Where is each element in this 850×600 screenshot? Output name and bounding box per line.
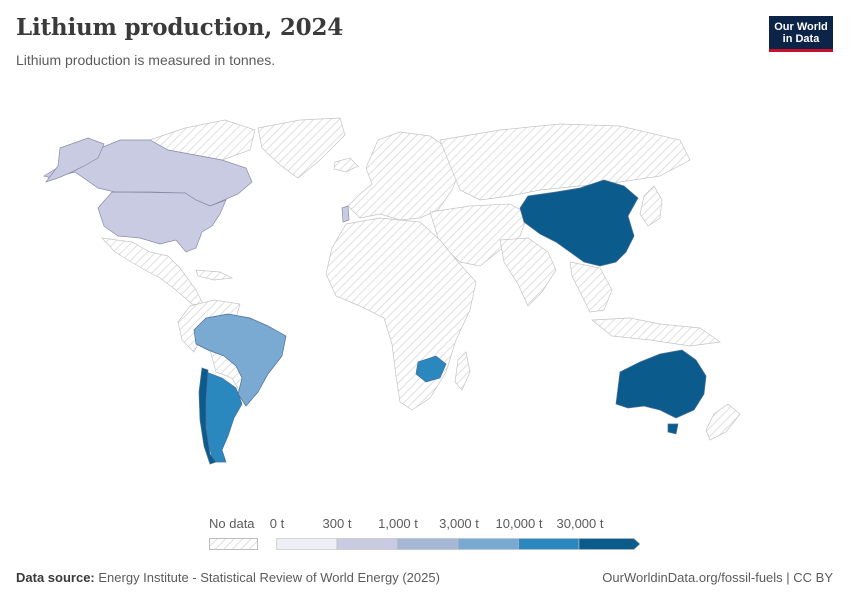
map-greenland[interactable] [257, 117, 346, 179]
legend-swatch-5[interactable] [578, 538, 641, 550]
logo-line-2: in Data [782, 33, 820, 45]
map-caribbean[interactable] [195, 269, 234, 281]
map-new-zealand[interactable] [705, 403, 741, 441]
map-southeast-asia[interactable] [569, 261, 613, 313]
legend-no-data-swatch [209, 538, 258, 550]
map-iceland[interactable] [333, 157, 359, 173]
footer-source: Data source: Energy Institute - Statisti… [16, 570, 440, 585]
logo-line-1: Our World [774, 21, 828, 33]
map-europe[interactable] [347, 131, 461, 221]
map-portugal[interactable] [341, 205, 350, 223]
chart-title: Lithium production, 2024 [16, 14, 344, 41]
map-tasmania[interactable] [667, 423, 679, 435]
legend-swatch-1[interactable] [336, 538, 398, 550]
legend-bin-label-5: 30,000 t [556, 516, 604, 531]
source-text[interactable]: Energy Institute - Statistical Review of… [98, 570, 440, 585]
map-zimbabwe[interactable] [415, 355, 447, 383]
world-map [43, 117, 741, 465]
legend-color-scale [276, 538, 641, 550]
map-brazil[interactable] [193, 313, 287, 407]
owid-logo[interactable]: Our World in Data [769, 16, 833, 52]
map-japan[interactable] [639, 185, 663, 227]
legend-swatch-3[interactable] [457, 538, 519, 550]
chart-subtitle: Lithium production is measured in tonnes… [16, 52, 276, 68]
color-legend: No data 0 t 300 t 1,000 t 3,000 t 10,000… [0, 516, 850, 556]
legend-swatch-2[interactable] [397, 538, 459, 550]
map-china[interactable] [519, 179, 639, 267]
legend-swatch-0[interactable] [276, 538, 338, 550]
map-usa[interactable] [97, 191, 227, 253]
legend-no-data-label: No data [209, 516, 255, 531]
legend-swatch-4[interactable] [518, 538, 580, 550]
source-label: Data source: [16, 570, 95, 585]
legend-bin-label-1: 300 t [322, 516, 352, 531]
map-alaska[interactable] [45, 137, 105, 183]
legend-bin-label-4: 10,000 t [495, 516, 543, 531]
legend-bin-label-2: 1,000 t [378, 516, 418, 531]
legend-bin-label-3: 3,000 t [439, 516, 479, 531]
map-russia[interactable] [439, 123, 691, 201]
footer-url[interactable]: OurWorldinData.org/fossil-fuels | CC BY [602, 570, 833, 585]
map-australia[interactable] [615, 349, 707, 419]
legend-bin-label-0: 0 t [269, 516, 285, 531]
map-chile[interactable] [198, 367, 217, 465]
map-indonesia[interactable] [591, 317, 721, 347]
map-madagascar[interactable] [454, 351, 471, 391]
map-south-asia[interactable] [499, 237, 557, 307]
